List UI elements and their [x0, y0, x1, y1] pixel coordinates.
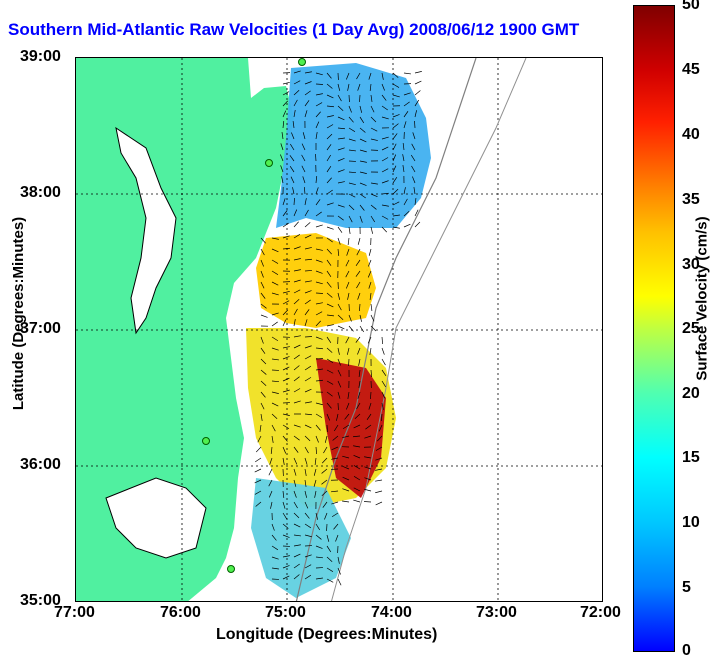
- velocity-field-north: [276, 63, 431, 228]
- velocity-arrow: [327, 227, 334, 229]
- velocity-arrow: [349, 227, 350, 234]
- velocity-arrow: [415, 81, 421, 84]
- x-tick: 72:00: [580, 604, 621, 622]
- velocity-field-mid: [256, 233, 376, 328]
- colorbar-label: Surface Velocity (cm/s): [694, 216, 711, 380]
- velocity-arrow: [338, 579, 341, 585]
- velocity-arrow: [371, 304, 372, 311]
- x-tick: 74:00: [371, 604, 412, 622]
- velocity-arrow: [371, 227, 373, 234]
- velocity-arrow: [358, 238, 360, 245]
- velocity-arrow: [283, 82, 290, 84]
- velocity-arrow: [342, 501, 349, 502]
- velocity-arrow: [404, 224, 410, 227]
- velocity-arrow: [415, 222, 420, 227]
- x-tick: 77:00: [54, 604, 95, 622]
- velocity-arrow: [272, 322, 278, 326]
- velocity-arrow: [360, 326, 364, 332]
- x-tick: 73:00: [476, 604, 517, 622]
- velocity-arrow: [338, 227, 342, 233]
- colorbar-tick: 10: [682, 514, 700, 532]
- velocity-arrow: [375, 480, 382, 481]
- velocity-arrow: [359, 95, 360, 102]
- colorbar-tick: 15: [682, 449, 700, 467]
- velocity-arrow: [261, 315, 268, 317]
- velocity-arrow: [369, 249, 371, 256]
- y-tick: 38:00: [20, 184, 61, 202]
- velocity-arrow: [349, 326, 353, 331]
- velocity-arrow: [305, 222, 310, 227]
- x-tick: 76:00: [160, 604, 201, 622]
- colorbar-tick: 0: [682, 642, 691, 660]
- colorbar-tick: 5: [682, 579, 691, 597]
- velocity-arrow: [305, 336, 312, 337]
- velocity-arrow: [255, 469, 261, 472]
- velocity-arrow: [353, 500, 360, 502]
- y-tick: 39:00: [20, 48, 61, 66]
- velocity-arrow: [415, 91, 420, 95]
- colorbar-tick: 45: [682, 61, 700, 79]
- velocity-arrow: [382, 337, 383, 344]
- x-axis-label: Longitude (Degrees:Minutes): [216, 626, 437, 644]
- velocity-arrow: [316, 225, 323, 227]
- radar-site-marker[interactable]: [266, 160, 273, 167]
- velocity-arrow: [269, 469, 272, 475]
- colorbar: [633, 5, 675, 652]
- velocity-map[interactable]: [75, 57, 603, 602]
- colorbar-tick: 40: [682, 126, 700, 144]
- velocity-arrow: [382, 359, 385, 365]
- x-tick: 75:00: [265, 604, 306, 622]
- velocity-arrow: [338, 326, 344, 329]
- velocity-arrow: [382, 348, 384, 355]
- map-title: Southern Mid-Atlantic Raw Velocities (1 …: [8, 20, 579, 40]
- velocity-arrow: [256, 447, 261, 452]
- velocity-arrow: [375, 491, 382, 493]
- y-tick: 36:00: [20, 456, 61, 474]
- map-canvas: [76, 58, 603, 602]
- colorbar-tick: 35: [682, 191, 700, 209]
- velocity-arrow: [348, 238, 349, 245]
- velocity-arrow: [415, 71, 422, 73]
- velocity-arrow: [376, 502, 382, 505]
- radar-site-marker[interactable]: [228, 566, 235, 573]
- colorbar-tick: 50: [682, 0, 700, 14]
- radar-site-marker[interactable]: [203, 438, 210, 445]
- radar-site-marker[interactable]: [299, 59, 306, 66]
- velocity-arrow: [294, 222, 299, 227]
- velocity-arrow: [255, 458, 261, 462]
- y-axis-label: Latitude (Degrees:Minutes): [10, 217, 27, 410]
- velocity-arrow: [404, 73, 411, 74]
- colorbar-tick: 20: [682, 385, 700, 403]
